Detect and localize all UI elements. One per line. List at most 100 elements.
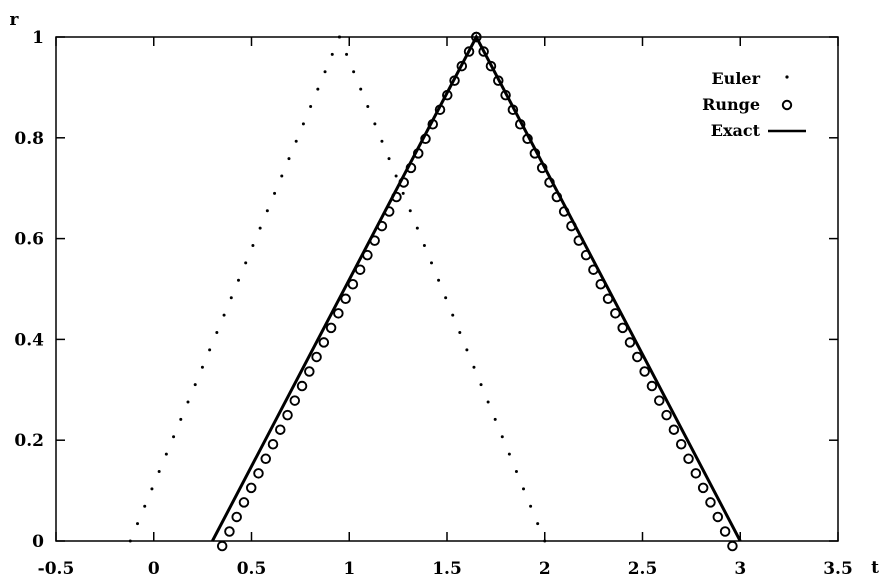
- euler-point: [287, 157, 291, 161]
- runge-point: [267, 438, 279, 450]
- euler-point: [164, 452, 168, 456]
- runge-point: [340, 293, 351, 305]
- runge-point: [602, 293, 614, 305]
- y-tick-labels: 0 0.2 0.4 0.6 0.8 1: [14, 28, 44, 552]
- runge-point: [485, 60, 497, 72]
- euler-point: [514, 469, 518, 473]
- runge-point: [573, 235, 585, 246]
- runge-point: [260, 453, 271, 465]
- euler-point: [522, 487, 526, 491]
- euler-point: [536, 522, 540, 526]
- runge-point: [580, 249, 592, 261]
- x-tick-label: -0.5: [38, 559, 75, 579]
- runge-point: [449, 75, 460, 86]
- runge-point: [675, 438, 687, 450]
- runge-point: [661, 409, 672, 421]
- runge-point: [398, 177, 409, 188]
- runge-point: [231, 511, 242, 523]
- runge-point: [471, 31, 482, 43]
- euler-point: [143, 504, 147, 508]
- runge-point: [238, 497, 250, 508]
- euler-point: [186, 400, 190, 404]
- runge-point: [405, 162, 417, 174]
- runge-point: [296, 380, 308, 392]
- legend-marker-euler: [785, 75, 789, 79]
- runge-point: [383, 206, 395, 217]
- euler-point: [373, 122, 377, 126]
- runge-point: [354, 264, 366, 275]
- y-tick-label: 0.6: [14, 230, 44, 250]
- x-tick-labels: -0.5 0 0.5 1 1.5 2 2.5 3 3.5: [38, 559, 853, 579]
- runge-point: [632, 351, 643, 363]
- runge-point: [442, 89, 453, 101]
- euler-point: [265, 209, 269, 213]
- euler-point: [444, 296, 448, 300]
- euler-point: [415, 226, 419, 230]
- series-layer: [128, 31, 742, 552]
- runge-point: [536, 162, 548, 174]
- y-tick-label: 1: [32, 28, 44, 48]
- euler-point: [507, 452, 511, 456]
- euler-point: [486, 400, 490, 404]
- euler-point: [437, 278, 441, 282]
- euler-point: [422, 244, 426, 248]
- runge-point: [275, 424, 286, 435]
- euler-point: [193, 383, 197, 387]
- euler-point: [352, 70, 356, 74]
- euler-point: [323, 70, 327, 74]
- runge-point: [705, 497, 716, 508]
- euler-point: [359, 87, 363, 91]
- runge-point: [376, 220, 388, 232]
- y-tick-label: 0: [32, 532, 44, 552]
- runge-point: [318, 337, 330, 348]
- runge-point: [529, 148, 541, 159]
- euler-point: [301, 122, 305, 126]
- series-exact-line: [211, 33, 742, 542]
- runge-point: [245, 482, 257, 494]
- euler-point: [401, 191, 405, 195]
- runge-point: [624, 337, 636, 348]
- runge-point: [325, 322, 337, 334]
- runge-point: [253, 468, 264, 479]
- runge-point: [463, 46, 475, 57]
- euler-point: [394, 174, 398, 178]
- x-tick-label: 0.5: [237, 559, 267, 579]
- runge-point: [289, 395, 301, 406]
- runge-point: [588, 264, 599, 275]
- euler-point: [366, 105, 370, 109]
- runge-point: [282, 409, 293, 421]
- runge-point: [456, 60, 468, 72]
- runge-point: [514, 119, 526, 130]
- runge-point: [420, 133, 431, 145]
- euler-point: [330, 52, 334, 56]
- legend: Euler Runge Exact: [702, 69, 806, 140]
- euler-point: [543, 539, 547, 543]
- euler-point: [345, 52, 349, 56]
- legend-marker-runge: [781, 99, 793, 111]
- runge-point: [551, 191, 563, 203]
- runge-point: [712, 511, 724, 523]
- euler-point: [294, 139, 298, 143]
- runge-point: [727, 540, 738, 552]
- x-axis-label: t: [871, 558, 879, 578]
- euler-point: [273, 191, 277, 195]
- euler-point: [458, 330, 462, 334]
- axis-ticks: [55, 36, 839, 542]
- runge-point: [654, 395, 665, 406]
- runge-point: [617, 322, 628, 334]
- euler-point: [157, 469, 161, 473]
- euler-point: [136, 522, 140, 526]
- x-tick-label: 3: [734, 559, 746, 579]
- legend-label-runge: Runge: [702, 95, 760, 114]
- euler-point: [172, 435, 176, 439]
- euler-point: [251, 244, 255, 248]
- euler-point: [451, 313, 455, 317]
- euler-point: [429, 261, 433, 265]
- runge-point: [558, 206, 570, 217]
- runge-point: [362, 249, 373, 261]
- x-tick-label: 3.5: [823, 559, 853, 579]
- runge-point: [216, 540, 228, 552]
- runge-point: [668, 424, 680, 435]
- runge-point: [427, 119, 439, 130]
- runge-point: [610, 308, 621, 319]
